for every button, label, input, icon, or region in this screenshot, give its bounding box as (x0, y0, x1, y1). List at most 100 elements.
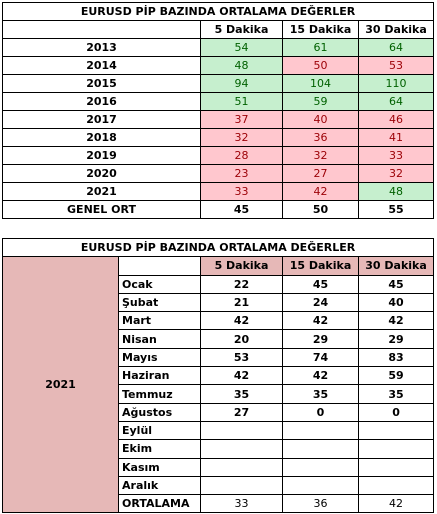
value-cell: 74 (282, 347, 359, 368)
value-cell: 22 (200, 274, 283, 294)
value-cell: 45 (282, 274, 359, 294)
value-cell: 42 (282, 182, 359, 201)
value-cell: 42 (357, 311, 435, 331)
year-row: 2016 51 59 64 (2, 92, 435, 111)
value-cell: 42 (282, 366, 359, 386)
year-label: 2015 (2, 74, 201, 93)
corner-cell (2, 20, 201, 39)
year-row: 2021 33 42 48 (2, 182, 435, 201)
total-value: 45 (200, 200, 283, 219)
value-cell: 94 (200, 74, 283, 93)
value-cell: 83 (357, 347, 435, 368)
value-cell: 33 (200, 182, 283, 201)
value-cell: 54 (200, 38, 283, 57)
month-row: Haziran 42 42 59 (3, 366, 435, 386)
monthly-table: EURUSD PİP BAZINDA ORTALAMA DEĞERLER 2021… (1, 237, 435, 514)
year-row: 2013 54 61 64 (2, 38, 435, 57)
month-label: Ocak (118, 274, 201, 294)
value-cell: 45 (357, 274, 435, 294)
title-row: EURUSD PİP BAZINDA ORTALAMA DEĞERLER (1, 237, 435, 258)
value-cell: 23 (200, 164, 283, 183)
month-label: Kasım (118, 457, 201, 477)
value-cell: 40 (282, 110, 359, 129)
title-row: EURUSD PİP BAZINDA ORTALAMA DEĞERLER (1, 2, 435, 21)
value-cell: 61 (282, 38, 359, 57)
value-cell: 33 (357, 146, 435, 165)
value-cell: 42 (200, 311, 283, 331)
month-row: Mayıs 53 74 83 (3, 347, 435, 368)
value-cell (282, 439, 359, 459)
year-row: 2015 94 104 110 (2, 74, 435, 93)
value-cell (357, 475, 435, 496)
table-title: EURUSD PİP BAZINDA ORTALAMA DEĞERLER (1, 237, 435, 258)
year-row: 2018 32 36 41 (2, 128, 435, 147)
month-label: Ağustos (118, 402, 201, 422)
year-label: 2019 (2, 146, 201, 165)
value-cell: 50 (282, 56, 359, 75)
year-label: 2017 (2, 110, 201, 129)
year-label: 2014 (2, 56, 201, 75)
value-cell: 0 (282, 402, 359, 422)
value-cell: 28 (200, 146, 283, 165)
value-cell: 27 (200, 402, 283, 422)
value-cell: 29 (282, 329, 359, 349)
year-label: 2018 (2, 128, 201, 147)
year-label: 2016 (2, 92, 201, 111)
value-cell: 35 (282, 384, 359, 404)
table-title: EURUSD PİP BAZINDA ORTALAMA DEĞERLER (1, 2, 435, 21)
year-row: 2020 23 27 32 (2, 164, 435, 183)
month-label: Nisan (118, 329, 201, 349)
year-row: 2014 48 50 53 (2, 56, 435, 75)
value-cell: 64 (357, 92, 435, 111)
value-cell: 36 (282, 128, 359, 147)
month-label: Mart (118, 311, 201, 331)
value-cell (282, 475, 359, 496)
month-label: Mayıs (118, 347, 201, 368)
value-cell: 42 (200, 366, 283, 386)
yearly-table: EURUSD PİP BAZINDA ORTALAMA DEĞERLER 5 Da… (1, 2, 435, 219)
value-cell: 21 (200, 292, 283, 313)
column-header: 30 Dakika (357, 256, 435, 276)
value-cell (282, 457, 359, 477)
year-label: 2013 (2, 38, 201, 57)
month-label: Temmuz (118, 384, 201, 404)
value-cell (200, 420, 283, 441)
value-cell: 64 (357, 38, 435, 57)
total-row: GENEL ORT 45 50 55 (2, 200, 435, 219)
value-cell (282, 420, 359, 441)
value-cell: 110 (357, 74, 435, 93)
value-cell (200, 439, 283, 459)
year-row: 2019 28 32 33 (2, 146, 435, 165)
year-cell: 2021 (2, 256, 119, 514)
value-cell (200, 475, 283, 496)
value-cell: 32 (357, 164, 435, 183)
column-header: 5 Dakika (200, 20, 283, 39)
header-row: 5 Dakika 15 Dakika 30 Dakika (2, 20, 435, 39)
year-row: 2017 37 40 46 (2, 110, 435, 129)
value-cell: 0 (357, 402, 435, 422)
corner-cell (118, 256, 201, 276)
month-row: Kasım (3, 457, 435, 477)
value-cell: 51 (200, 92, 283, 111)
total-label: ORTALAMA (118, 494, 201, 514)
month-row: Mart 42 42 42 (3, 311, 435, 331)
value-cell: 59 (282, 92, 359, 111)
total-value: 36 (282, 494, 359, 514)
total-row: ORTALAMA 33 36 42 (3, 494, 435, 514)
value-cell: 20 (200, 329, 283, 349)
value-cell: 37 (200, 110, 283, 129)
header-row: 2021 5 Dakika 15 Dakika 30 Dakika (2, 256, 435, 514)
value-cell: 40 (357, 292, 435, 313)
value-cell (357, 457, 435, 477)
column-header: 15 Dakika (282, 20, 359, 39)
year-label: 2021 (2, 182, 201, 201)
value-cell (200, 457, 283, 477)
value-cell: 46 (357, 110, 435, 129)
value-cell: 41 (357, 128, 435, 147)
value-cell: 35 (357, 384, 435, 404)
month-label: Haziran (118, 366, 201, 386)
value-cell: 53 (357, 56, 435, 75)
value-cell: 32 (200, 128, 283, 147)
value-cell: 35 (200, 384, 283, 404)
